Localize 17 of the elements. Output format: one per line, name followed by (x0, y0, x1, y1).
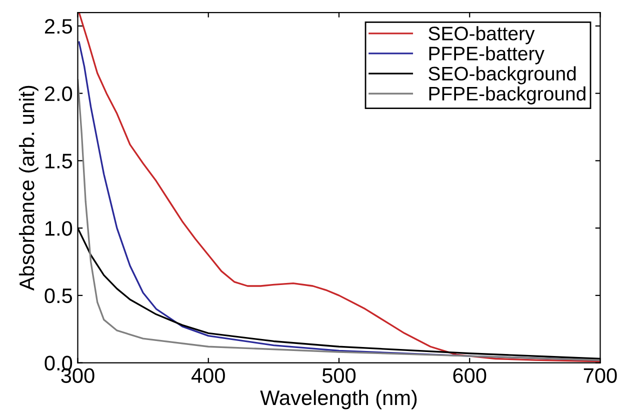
x-tick-label: 600 (453, 368, 486, 383)
x-tick-label: 300 (61, 368, 94, 383)
y-axis-title: Absorbance (arb. unit) (18, 86, 38, 291)
legend-label: SEO-battery (428, 26, 535, 44)
y-tick-label: 2.5 (44, 18, 72, 34)
y-tick-label: 2.0 (44, 86, 72, 102)
x-tick-label: 500 (322, 368, 356, 383)
y-tick-label: 0.0 (44, 356, 72, 371)
x-tick-label: 400 (191, 368, 225, 383)
x-tick-label: 700 (584, 368, 617, 383)
x-axis-title: Wavelength (nm) (260, 390, 417, 410)
y-tick-label: 1.0 (46, 221, 72, 236)
legend-label: PFPE-battery (429, 46, 544, 64)
y-tick-label: 1.5 (46, 154, 72, 168)
y-tick-label: 0.5 (44, 288, 72, 304)
legend-label: PFPE-background (429, 86, 586, 104)
legend-label: SEO-background (428, 66, 576, 84)
